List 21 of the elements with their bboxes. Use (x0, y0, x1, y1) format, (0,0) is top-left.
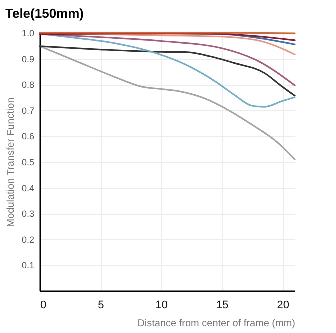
y-tick-label: 0.3 (22, 209, 34, 220)
y-tick-label: 0.8 (22, 80, 34, 90)
x-axis-title: Distance from center of frame (mm) (138, 318, 296, 330)
x-tick-label: 15 (216, 300, 229, 312)
line-series (39, 32, 296, 42)
x-tick-label: 20 (277, 300, 290, 312)
line-series (39, 46, 296, 97)
y-tick-label: 0.6 (22, 132, 34, 142)
y-axis-title: Modulation Transfer Function (6, 98, 17, 228)
y-tick-label: 0.5 (22, 158, 34, 168)
y-tick-label: 0.2 (22, 234, 34, 245)
y-tick-label: 0.4 (22, 183, 34, 194)
x-tick-label: 0 (40, 300, 47, 312)
chart-title: Tele(150mm) (5, 6, 84, 21)
y-tick-label: 0.9 (22, 54, 34, 64)
x-tick-label: 5 (98, 300, 104, 312)
y-tick-label: 1.0 (22, 28, 34, 38)
x-tick-label: 10 (156, 300, 168, 312)
y-tick-label: 0.7 (22, 106, 34, 116)
y-tick-label: 0.1 (22, 260, 34, 271)
line-series (39, 46, 296, 160)
